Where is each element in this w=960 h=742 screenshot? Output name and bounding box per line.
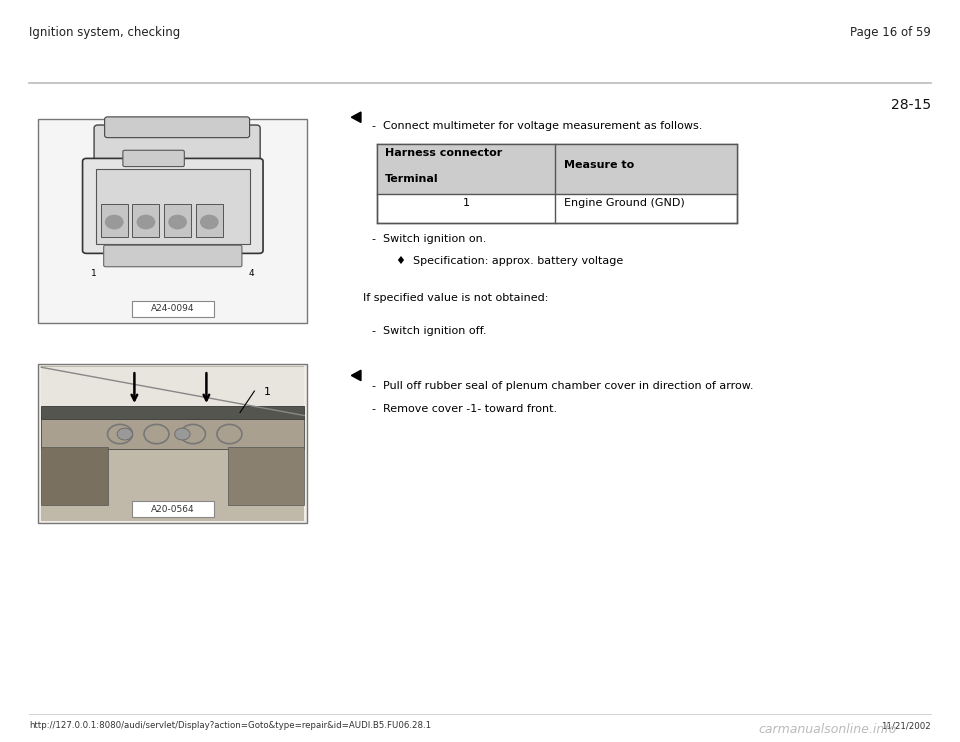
Text: 11/21/2002: 11/21/2002 (881, 721, 931, 730)
FancyBboxPatch shape (83, 159, 263, 254)
Text: Measure to: Measure to (564, 160, 635, 170)
Polygon shape (351, 370, 361, 381)
Text: -  Switch ignition on.: - Switch ignition on. (372, 234, 487, 243)
FancyBboxPatch shape (196, 204, 223, 237)
Polygon shape (351, 112, 361, 122)
Circle shape (175, 428, 190, 440)
Text: 1: 1 (264, 387, 271, 397)
FancyBboxPatch shape (377, 144, 737, 194)
Text: Engine Ground (GND): Engine Ground (GND) (564, 198, 685, 208)
Text: Ignition system, checking: Ignition system, checking (29, 26, 180, 39)
FancyBboxPatch shape (41, 447, 108, 505)
FancyBboxPatch shape (105, 116, 250, 138)
Text: -  Connect multimeter for voltage measurement as follows.: - Connect multimeter for voltage measure… (372, 121, 703, 131)
Text: -  Remove cover -1- toward front.: - Remove cover -1- toward front. (372, 404, 558, 414)
Text: -  Switch ignition off.: - Switch ignition off. (372, 326, 487, 336)
Text: 1: 1 (91, 269, 97, 278)
Text: If specified value is not obtained:: If specified value is not obtained: (363, 293, 548, 303)
FancyBboxPatch shape (132, 204, 159, 237)
FancyBboxPatch shape (96, 169, 250, 245)
FancyBboxPatch shape (132, 501, 214, 517)
FancyBboxPatch shape (38, 364, 307, 523)
Text: Page 16 of 59: Page 16 of 59 (851, 26, 931, 39)
FancyBboxPatch shape (41, 366, 304, 521)
FancyBboxPatch shape (101, 204, 128, 237)
FancyBboxPatch shape (377, 144, 737, 223)
FancyBboxPatch shape (123, 151, 184, 167)
FancyBboxPatch shape (38, 119, 307, 323)
Text: carmanualsonline.info: carmanualsonline.info (758, 723, 897, 737)
Text: A20-0564: A20-0564 (151, 505, 195, 513)
FancyBboxPatch shape (94, 125, 260, 228)
Text: Harness connector: Harness connector (385, 148, 502, 158)
FancyBboxPatch shape (41, 419, 304, 449)
Text: -  Pull off rubber seal of plenum chamber cover in direction of arrow.: - Pull off rubber seal of plenum chamber… (372, 381, 754, 390)
Text: http://127.0.0.1:8080/audi/servlet/Display?action=Goto&type=repair&id=AUDI.B5.FU: http://127.0.0.1:8080/audi/servlet/Displ… (29, 721, 431, 730)
Text: ♦  Specification: approx. battery voltage: ♦ Specification: approx. battery voltage (396, 256, 624, 266)
FancyBboxPatch shape (132, 301, 214, 317)
Text: Terminal: Terminal (385, 174, 439, 183)
Circle shape (106, 215, 123, 229)
FancyBboxPatch shape (164, 204, 191, 237)
Text: 4: 4 (249, 269, 254, 278)
Text: 28-15: 28-15 (891, 98, 931, 112)
FancyBboxPatch shape (104, 246, 242, 267)
Circle shape (117, 428, 132, 440)
Circle shape (201, 215, 218, 229)
Text: 1: 1 (463, 198, 469, 208)
Circle shape (169, 215, 186, 229)
FancyBboxPatch shape (41, 367, 304, 416)
Text: A24-0094: A24-0094 (151, 304, 195, 313)
FancyBboxPatch shape (41, 406, 304, 419)
FancyBboxPatch shape (228, 447, 304, 505)
Circle shape (137, 215, 155, 229)
